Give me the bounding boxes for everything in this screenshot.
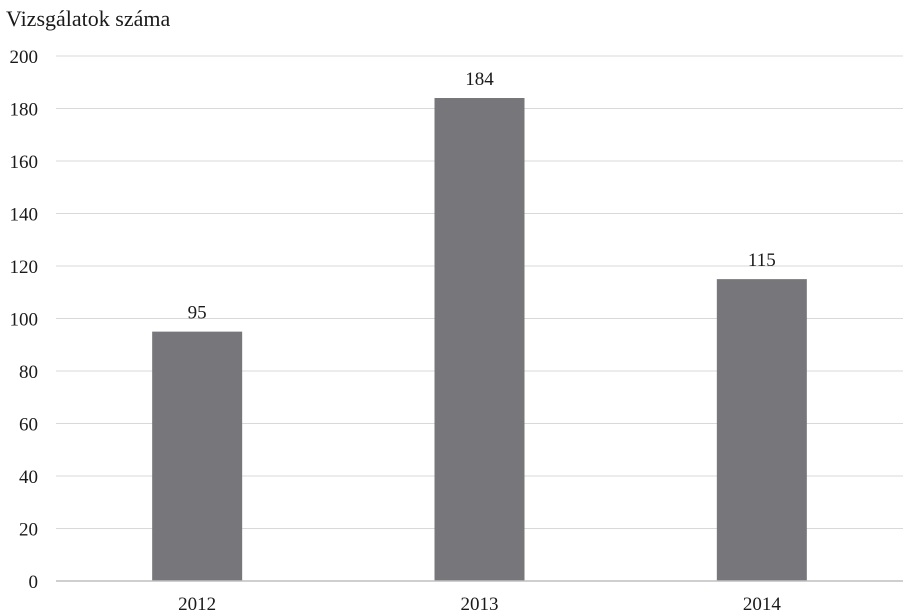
bar-2014 [717,279,807,581]
y-tick-label: 0 [29,572,39,593]
x-tick-label: 2013 [461,594,499,615]
y-axis-ticks: 0 20 40 60 80 100 120 140 160 180 200 [10,47,39,593]
data-label-2014: 115 [748,250,776,271]
data-label-2013: 184 [465,69,494,90]
y-tick-label: 180 [10,100,39,121]
y-tick-label: 40 [19,467,38,488]
y-tick-label: 60 [19,415,38,436]
x-tick-label: 2012 [178,594,216,615]
y-tick-label: 160 [10,152,39,173]
x-tick-label: 2014 [743,594,782,615]
y-tick-label: 140 [10,205,39,226]
y-axis-title: Vizsgálatok száma [6,6,170,31]
y-tick-label: 80 [19,362,38,383]
bar-2013 [435,98,525,581]
y-tick-label: 200 [10,47,39,68]
y-tick-label: 120 [10,257,39,278]
data-label-2012: 95 [188,303,207,324]
bar-2012 [152,332,242,581]
y-tick-label: 100 [10,310,39,331]
y-tick-label: 20 [19,520,38,541]
bars [152,98,807,581]
x-axis-ticks: 2012 2013 2014 [178,594,781,615]
